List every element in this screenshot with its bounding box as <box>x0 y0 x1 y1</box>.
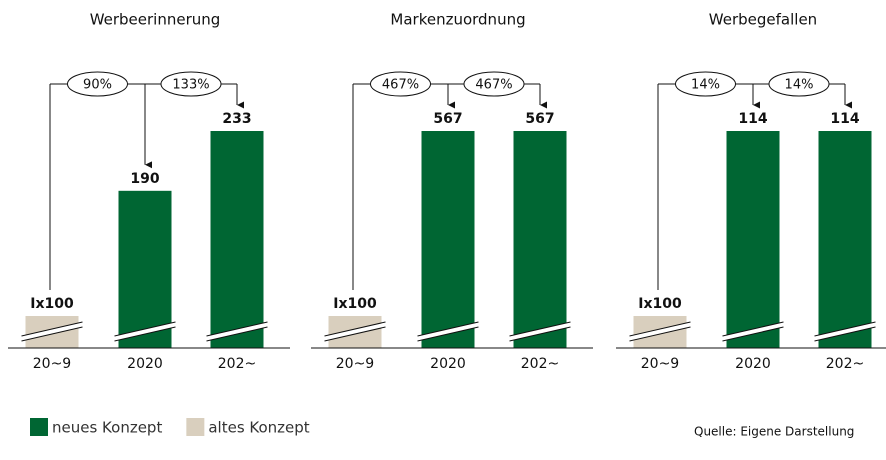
x-tick-label: 2020 <box>735 356 771 372</box>
axis-break <box>324 322 386 341</box>
change-label: 133% <box>172 78 209 93</box>
change-label: 14% <box>691 78 720 93</box>
axis-break-line <box>417 321 479 337</box>
panel-title: Werbeerinnerung <box>90 11 221 29</box>
axis-break-line <box>206 326 268 342</box>
value-label: 114 <box>738 111 767 127</box>
x-tick-label: 20~9 <box>33 356 71 372</box>
change-label: 467% <box>475 78 512 93</box>
axis-break <box>206 322 268 341</box>
change-label: 467% <box>382 78 419 93</box>
bar <box>726 131 780 348</box>
value-label: 567 <box>525 111 554 127</box>
axis-break <box>21 322 83 341</box>
axis-break <box>722 322 784 341</box>
change-label: 14% <box>785 78 814 93</box>
axis-break-line <box>629 321 691 337</box>
bar <box>818 131 872 348</box>
panel-title: Werbegefallen <box>709 11 817 29</box>
value-label: 233 <box>222 111 251 127</box>
axis-break-line <box>417 326 479 342</box>
value-label: 114 <box>830 111 859 127</box>
axis-break-line <box>509 321 571 337</box>
x-tick-label: 202~ <box>218 356 256 372</box>
change-oval <box>675 71 736 97</box>
change-oval <box>768 71 830 97</box>
change-oval <box>463 71 525 97</box>
axis-break-line <box>21 321 83 337</box>
source: Quelle: Eigene Darstellung <box>694 425 854 439</box>
axis-break-line <box>722 321 784 337</box>
axis-break-line <box>114 326 176 342</box>
change-label: 90% <box>83 78 112 93</box>
x-tick-label: 202~ <box>826 356 864 372</box>
axis-break-line <box>722 326 784 342</box>
axis-break-line <box>21 326 83 342</box>
legend-swatch <box>186 418 205 436</box>
legend-swatch <box>30 418 48 436</box>
change-oval <box>67 71 128 97</box>
axis-break-line <box>206 321 268 337</box>
x-tick-label: 20~9 <box>641 356 679 372</box>
x-tick-label: 2020 <box>127 356 163 372</box>
axis-break-line <box>324 321 386 337</box>
axis-break-line <box>814 321 876 337</box>
x-tick-label: 20~9 <box>336 356 374 372</box>
bar <box>513 131 567 348</box>
bar <box>210 131 264 348</box>
value-label: 567 <box>433 111 462 127</box>
bar <box>421 131 475 348</box>
axis-break-line <box>814 326 876 342</box>
axis-break-line <box>509 326 571 342</box>
value-label: Ix100 <box>333 296 377 312</box>
legend-label: altes Konzept <box>208 419 309 437</box>
axis-break <box>417 322 479 341</box>
change-oval <box>160 71 222 97</box>
value-label: Ix100 <box>638 296 682 312</box>
axis-break-line <box>629 326 691 342</box>
panel-title: Markenzuordnung <box>390 11 525 29</box>
axis-break-line <box>114 321 176 337</box>
x-tick-label: 202~ <box>521 356 559 372</box>
axis-break <box>509 322 571 341</box>
value-label: 190 <box>130 171 159 187</box>
value-label: Ix100 <box>30 296 74 312</box>
axis-break <box>629 322 691 341</box>
change-oval <box>370 71 431 97</box>
axis-break <box>114 322 176 341</box>
x-tick-label: 2020 <box>430 356 466 372</box>
axis-break-line <box>324 326 386 342</box>
legend-label: neues Konzept <box>52 419 162 437</box>
axis-break <box>814 322 876 341</box>
bar <box>118 190 172 348</box>
